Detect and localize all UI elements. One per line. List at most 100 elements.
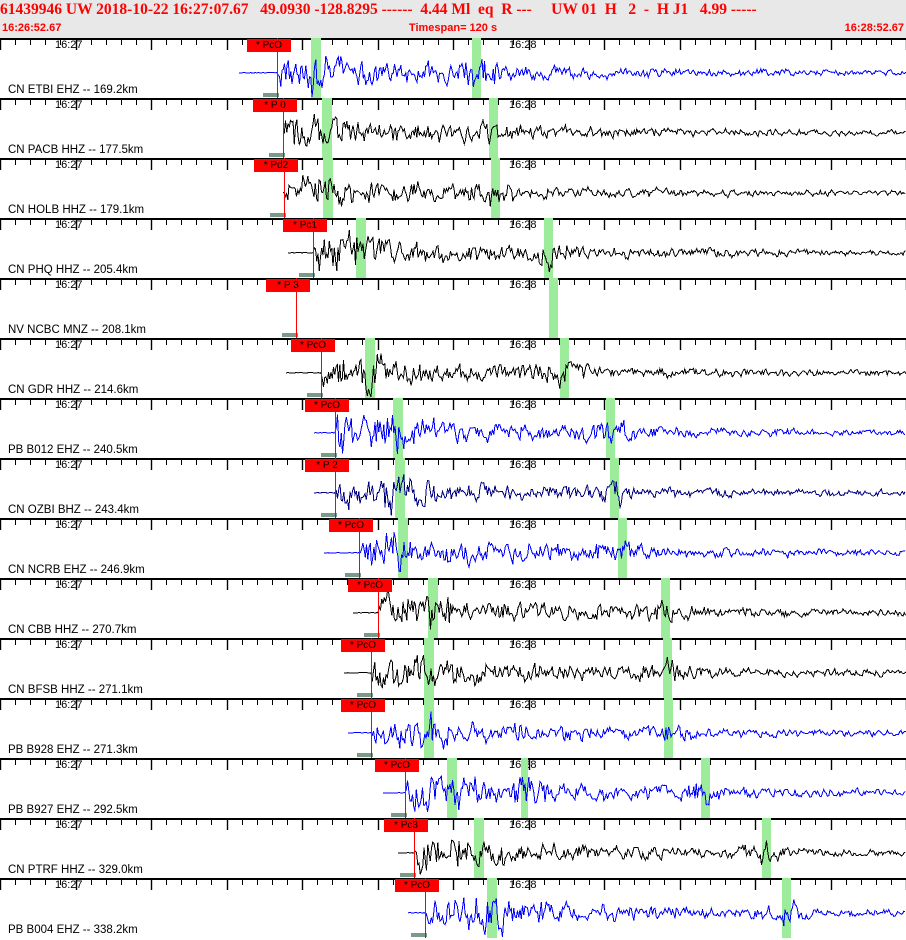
waveform: [382, 774, 906, 813]
minute-tick-label: 16:27: [55, 159, 83, 171]
row-axis-line: [0, 278, 906, 280]
pick-marker-line[interactable]: [371, 698, 372, 758]
row-axis-line: [0, 338, 906, 340]
pick-residual-stub: [345, 573, 361, 577]
minute-tick-label: 16:28: [509, 159, 537, 171]
pick-marker-line[interactable]: [313, 218, 314, 278]
station-trace-label[interactable]: CN ETBI EHZ -- 169.2km: [8, 84, 138, 96]
station-trace-label[interactable]: CN OZBI BHZ -- 243.4km: [8, 504, 139, 516]
pick-phase-flag[interactable]: * PcO: [305, 399, 349, 412]
pick-marker-line[interactable]: [378, 578, 379, 638]
trace-row[interactable]: * P 3 16:27 16:28 NV NCBC MNZ -- 208.1km: [0, 278, 906, 338]
trace-row[interactable]: * Pc3 16:27 16:28 CN PTRF HHZ -- 329.0km: [0, 818, 906, 878]
pick-phase-flag[interactable]: * PcO: [247, 39, 291, 52]
waveform: [352, 586, 906, 630]
trace-row[interactable]: * P 2 16:27 16:28 CN OZBI BHZ -- 243.4km: [0, 458, 906, 518]
pick-phase-flag[interactable]: * PcO: [375, 759, 419, 772]
pick-marker-line[interactable]: [414, 818, 415, 878]
phase-highlight-band: [398, 518, 408, 578]
station-trace-label[interactable]: CN GDR HHZ -- 214.6km: [8, 384, 139, 396]
trace-row[interactable]: * PcO 16:27 16:28 CN BFSB HHZ -- 271.1km: [0, 638, 906, 698]
trace-row[interactable]: * PcO 16:27 16:28 CN NCRB EHZ -- 246.9km: [0, 518, 906, 578]
trace-row[interactable]: * Pd2 16:27 16:28 CN HOLB HHZ -- 179.1km: [0, 158, 906, 218]
trace-row[interactable]: * PcO 16:27 16:28 CN GDR HHZ -- 214.6km: [0, 338, 906, 398]
row-axis-line: [0, 458, 906, 460]
header-band: 61439946 UW 2018-10-22 16:27:07.67 49.09…: [0, 0, 906, 38]
pick-marker-line[interactable]: [284, 158, 285, 218]
pick-phase-flag[interactable]: * P 2: [305, 459, 349, 472]
trace-stack: * PcO 16:27 16:28 CN ETBI EHZ -- 169.2km * P…: [0, 38, 906, 940]
pick-phase-flag[interactable]: * Pc1: [283, 219, 327, 232]
trace-row[interactable]: * P 0 16:27 16:28 CN PACB HHZ -- 177.5km: [0, 98, 906, 158]
station-trace-label[interactable]: CN PACB HHZ -- 177.5km: [8, 144, 144, 156]
pick-residual-stub: [270, 213, 286, 217]
pick-marker-line[interactable]: [277, 38, 278, 98]
pick-marker-line[interactable]: [359, 518, 360, 578]
pick-residual-stub: [364, 633, 380, 637]
phase-highlight-band: [782, 878, 791, 938]
minute-tick-label: 16:27: [55, 579, 83, 591]
minute-tick-label: 16:28: [509, 819, 537, 831]
pick-phase-flag[interactable]: * P 0: [253, 99, 297, 112]
pick-phase-flag[interactable]: * PcO: [329, 519, 373, 532]
pick-marker-line[interactable]: [371, 638, 372, 698]
pick-phase-flag[interactable]: * P 3: [266, 279, 310, 292]
pick-phase-flag[interactable]: * PcO: [395, 879, 439, 892]
trace-row[interactable]: * PcO 16:27 16:28 PB B928 EHZ -- 271.3km: [0, 698, 906, 758]
station-trace-label[interactable]: CN NCRB EHZ -- 246.9km: [8, 564, 145, 576]
pick-phase-flag[interactable]: * Pc3: [384, 819, 428, 832]
pick-residual-stub: [357, 693, 373, 697]
pick-phase-flag[interactable]: * PcO: [341, 639, 385, 652]
minute-tick-label: 16:27: [55, 639, 83, 651]
minute-tick-label: 16:28: [509, 879, 537, 891]
pick-marker-line[interactable]: [283, 98, 284, 158]
station-trace-label[interactable]: PB B004 EHZ -- 338.2km: [8, 924, 138, 936]
window-end-time: 16:28:52.67: [844, 22, 904, 34]
event-header-line: 61439946 UW 2018-10-22 16:27:07.67 49.09…: [0, 1, 757, 18]
pick-residual-stub: [391, 813, 407, 817]
station-trace-label[interactable]: PB B928 EHZ -- 271.3km: [8, 744, 138, 756]
row-axis-line: [0, 698, 906, 700]
time-axis-ticks: [0, 520, 906, 530]
pick-marker-line[interactable]: [405, 758, 406, 818]
station-trace-label[interactable]: CN HOLB HHZ -- 179.1km: [8, 204, 145, 216]
pick-marker-line[interactable]: [335, 458, 336, 518]
pick-marker-line[interactable]: [296, 278, 297, 338]
waveform: [398, 839, 906, 875]
trace-row[interactable]: * Pc1 16:27 16:28 CN PHQ HHZ -- 205.4km: [0, 218, 906, 278]
waveform: [407, 897, 906, 938]
station-trace-label[interactable]: NV NCBC MNZ -- 208.1km: [8, 324, 147, 336]
pick-residual-stub: [400, 873, 416, 877]
minute-tick-label: 16:27: [55, 759, 83, 771]
time-axis-ticks: [0, 280, 906, 290]
minute-tick-label: 16:28: [509, 579, 537, 591]
minute-tick-label: 16:27: [55, 819, 83, 831]
station-trace-label[interactable]: CN PTRF HHZ -- 329.0km: [8, 864, 143, 876]
pick-phase-flag[interactable]: * PcO: [348, 579, 392, 592]
waveform: [285, 353, 906, 398]
pick-phase-flag[interactable]: * Pd2: [254, 159, 298, 172]
pick-marker-line[interactable]: [321, 338, 322, 398]
waveform: [313, 414, 906, 455]
pick-marker-line[interactable]: [335, 398, 336, 458]
trace-row[interactable]: * PcO 16:27 16:28 CN ETBI EHZ -- 169.2km: [0, 38, 906, 98]
station-trace-label[interactable]: CN CBB HHZ -- 270.7km: [8, 624, 137, 636]
station-trace-label[interactable]: PB B012 EHZ -- 240.5km: [8, 444, 138, 456]
timespan-line: 16:26:52.67 Timespan= 120 s 16:28:52.67: [0, 20, 906, 36]
phase-highlight-band: [365, 338, 375, 398]
pick-phase-flag[interactable]: * PcO: [291, 339, 335, 352]
trace-row[interactable]: * PcO 16:27 16:28 PB B004 EHZ -- 338.2km: [0, 878, 906, 938]
pick-phase-flag[interactable]: * PcO: [341, 699, 385, 712]
station-trace-label[interactable]: PB B927 EHZ -- 292.5km: [8, 804, 138, 816]
time-axis-ticks: [0, 580, 906, 590]
time-axis-ticks: [0, 100, 906, 110]
window-start-time: 16:26:52.67: [2, 22, 62, 34]
trace-row[interactable]: * PcO 16:27 16:28 CN CBB HHZ -- 270.7km: [0, 578, 906, 638]
station-trace-label[interactable]: CN PHQ HHZ -- 205.4km: [8, 264, 138, 276]
pick-marker-line[interactable]: [425, 878, 426, 938]
trace-row[interactable]: * PcO 16:27 16:28 PB B012 EHZ -- 240.5km: [0, 398, 906, 458]
station-trace-label[interactable]: CN BFSB HHZ -- 271.1km: [8, 684, 143, 696]
row-axis-line: [0, 398, 906, 400]
minute-tick-label: 16:28: [509, 219, 537, 231]
